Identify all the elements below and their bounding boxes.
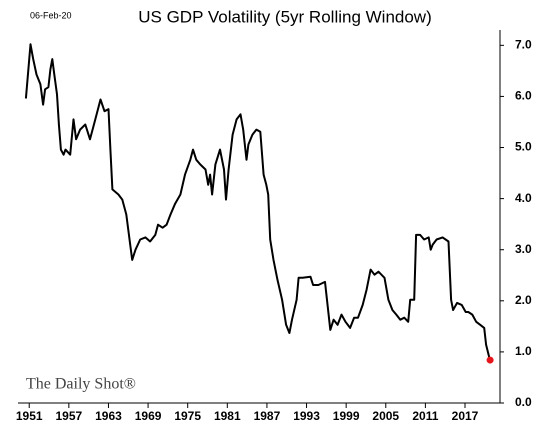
x-tick-label: 1999 xyxy=(333,409,360,423)
y-tick-label: 6.0 xyxy=(515,89,532,103)
last-point xyxy=(486,356,494,364)
chart-title: US GDP Volatility (5yr Rolling Window) xyxy=(138,7,432,26)
x-tick-label: 2011 xyxy=(412,409,438,423)
y-tick-label: 0.0 xyxy=(515,395,532,409)
x-tick-label: 1975 xyxy=(174,409,201,423)
y-tick-label: 2.0 xyxy=(515,293,532,307)
y-tick-label: 4.0 xyxy=(515,191,532,205)
x-tick-label: 1957 xyxy=(55,409,82,423)
x-tick-label: 1969 xyxy=(135,409,162,423)
x-tick-label: 1951 xyxy=(16,409,43,423)
line xyxy=(24,43,492,361)
y-tick-label: 5.0 xyxy=(515,140,532,154)
date-label: 06-Feb-20 xyxy=(30,10,72,20)
x-tick-label: 1993 xyxy=(293,409,320,423)
y-tick-label: 3.0 xyxy=(515,242,532,256)
x-tick-label: 1963 xyxy=(95,409,122,423)
y-tick-label: 1.0 xyxy=(515,344,532,358)
x-tick-label: 2005 xyxy=(372,409,399,423)
watermark: The Daily Shot® xyxy=(26,376,136,393)
x-tick-label: 1987 xyxy=(254,409,281,423)
x-tick-label: 1981 xyxy=(214,409,241,423)
x-tick-label: 2017 xyxy=(452,409,479,423)
y-tick-label: 7.0 xyxy=(515,38,532,52)
